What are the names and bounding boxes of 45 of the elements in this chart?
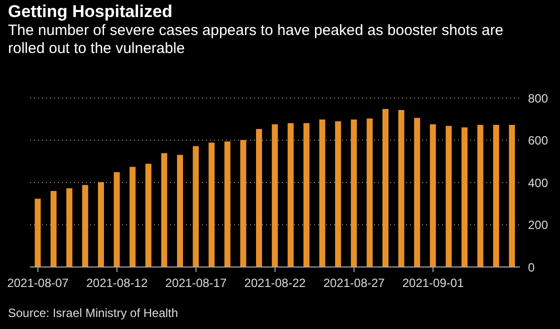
bar — [114, 172, 120, 267]
bar — [398, 110, 404, 267]
y-tick-label: 600 — [528, 134, 548, 148]
bar — [366, 118, 373, 267]
x-tick-label: 2021-08-17 — [165, 276, 227, 290]
x-tick-label: 2021-08-07 — [7, 276, 69, 290]
bar — [130, 166, 136, 267]
source-note: Source: Israel Ministry of Health — [8, 306, 178, 320]
bar — [161, 153, 168, 267]
bar — [462, 127, 468, 267]
bar — [272, 124, 278, 267]
bar — [98, 182, 104, 267]
y-tick-label: 0 — [528, 260, 535, 274]
bar — [256, 129, 262, 267]
x-tick-label: 2021-08-22 — [244, 276, 306, 290]
bar — [350, 120, 357, 267]
bar — [82, 185, 88, 267]
chart-title: Getting Hospitalized — [8, 2, 172, 22]
bar — [224, 142, 230, 267]
bar — [508, 124, 515, 267]
x-tick-label: 2021-08-27 — [323, 276, 386, 290]
x-tick-label: 2021-08-12 — [86, 276, 148, 290]
bar — [34, 198, 41, 267]
bar — [288, 123, 294, 267]
bar — [145, 164, 152, 267]
bar — [208, 142, 215, 267]
bar — [319, 120, 326, 267]
y-tick-label: 400 — [528, 176, 548, 190]
bar — [414, 118, 420, 267]
bar — [446, 126, 452, 267]
bar — [382, 108, 388, 267]
x-tick-label: 2021-09-01 — [402, 276, 464, 290]
bar — [50, 190, 57, 267]
bar — [177, 154, 183, 267]
bar — [477, 124, 484, 267]
y-tick-label: 200 — [528, 218, 548, 232]
bar — [66, 188, 72, 267]
bar — [335, 121, 342, 267]
bar — [493, 124, 500, 267]
bar — [240, 140, 246, 267]
chart-subtitle: The number of severe cases appears to have peaked as booster shots are rolled out to the vulnerable — [8, 22, 504, 58]
bar — [430, 124, 436, 267]
bar — [192, 146, 199, 267]
bar — [303, 123, 310, 267]
y-tick-label: 800 — [528, 91, 548, 106]
